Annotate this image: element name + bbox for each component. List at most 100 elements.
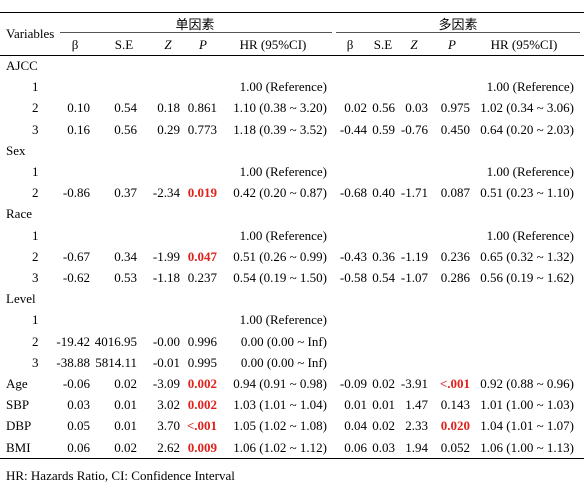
multi-cell-beta: 0.04 [344, 418, 367, 433]
row-label: SBP [6, 397, 30, 412]
uni-cell-p: 0.773 [187, 122, 217, 137]
multi-cell-beta: -0.44 [339, 122, 367, 137]
uni-cell-hr: 0.54 (0.19 ~ 1.50) [233, 270, 327, 285]
multi-cell-beta: 0.02 [344, 100, 367, 115]
column-header-multi-hr: HR (95%CI) [490, 37, 558, 52]
row-label: 1 [32, 228, 39, 243]
multi-cell-p: 0.052 [440, 440, 470, 455]
multi-cell-se: 0.59 [372, 122, 395, 137]
multi-cell-hr: 0.51 (0.23 ~ 1.10) [480, 185, 574, 200]
uni-cell-p: 0.996 [187, 334, 217, 349]
multi-cell-beta: -0.58 [339, 270, 367, 285]
column-header-uni-p: P [199, 37, 207, 52]
group-underline-multivariate [336, 32, 580, 33]
row-label: 3 [32, 355, 39, 370]
multi-cell-beta: 0.01 [344, 397, 367, 412]
uni-cell-z: -2.34 [152, 185, 180, 200]
multi-cell-beta: -0.43 [339, 249, 367, 264]
row-label: Race [6, 206, 32, 221]
group-underline-univariate [60, 32, 332, 33]
uni-cell-p: 0.237 [187, 270, 217, 285]
column-header-uni-beta: β [71, 37, 79, 52]
column-header-multi-z: Z [410, 37, 418, 52]
uni-cell-se: 0.02 [114, 440, 137, 455]
row-label: 3 [32, 122, 39, 137]
uni-cell-hr: 0.51 (0.26 ~ 0.99) [233, 249, 327, 264]
uni-cell-hr: 1.03 (1.01 ~ 1.04) [233, 397, 327, 412]
multi-cell-hr: 1.00 (Reference) [486, 79, 574, 94]
multi-cell-z: 2.33 [405, 418, 428, 433]
uni-cell-z: -3.09 [152, 376, 180, 391]
multi-cell-p: 0.286 [440, 270, 470, 285]
multi-cell-hr: 1.00 (Reference) [486, 228, 574, 243]
group-header-univariate: 单因素 [175, 18, 215, 33]
row-label: DBP [6, 418, 32, 433]
multi-cell-p: 0.236 [440, 249, 470, 264]
multi-cell-z: -1.71 [400, 185, 428, 200]
uni-cell-beta: -0.67 [62, 249, 90, 264]
uni-cell-se: 0.54 [114, 100, 137, 115]
column-header-multi-p: P [448, 37, 456, 52]
uni-cell-p: 0.019 [187, 185, 217, 200]
footnote: HR: Hazards Ratio, CI: Confidence Interv… [6, 468, 235, 483]
uni-cell-beta: 0.03 [67, 397, 90, 412]
uni-cell-p: 0.009 [187, 440, 217, 455]
multi-cell-z: -3.91 [400, 376, 428, 391]
uni-cell-se: 0.01 [114, 418, 137, 433]
uni-cell-se: 4016.95 [94, 334, 137, 349]
uni-cell-p: 0.861 [187, 100, 217, 115]
uni-cell-se: 0.56 [114, 122, 137, 137]
uni-cell-hr: 1.00 (Reference) [239, 164, 327, 179]
multi-cell-z: -0.76 [400, 122, 428, 137]
multi-cell-p: 0.087 [440, 185, 470, 200]
row-label: AJCC [6, 58, 38, 73]
multi-cell-p: 0.020 [440, 418, 470, 433]
multi-cell-p: <.001 [439, 376, 470, 391]
uni-cell-p: 0.047 [187, 249, 217, 264]
uni-cell-z: 3.70 [157, 418, 180, 433]
row-label: 1 [32, 164, 39, 179]
uni-cell-se: 0.53 [114, 270, 137, 285]
multi-cell-hr: 1.01 (1.00 ~ 1.03) [480, 397, 574, 412]
row-label: Age [6, 376, 28, 391]
multi-cell-hr: 1.06 (1.00 ~ 1.13) [480, 440, 574, 455]
uni-cell-p: <.001 [186, 418, 217, 433]
row-label: 2 [32, 249, 39, 264]
multi-cell-z: -1.19 [400, 249, 428, 264]
multi-cell-se: 0.02 [372, 376, 395, 391]
multi-cell-se: 0.36 [372, 249, 395, 264]
column-header-uni-se: S.E [114, 37, 134, 52]
multi-cell-z: 1.94 [405, 440, 428, 455]
multi-cell-z: 1.47 [405, 397, 428, 412]
uni-cell-z: -1.99 [152, 249, 180, 264]
uni-cell-hr: 1.00 (Reference) [239, 312, 327, 327]
column-header-uni-hr: HR (95%CI) [239, 37, 307, 52]
multi-cell-se: 0.54 [372, 270, 395, 285]
uni-cell-hr: 1.10 (0.38 ~ 3.20) [233, 100, 327, 115]
column-header-uni-z: Z [164, 37, 172, 52]
row-label: 3 [32, 270, 39, 285]
top-rule [0, 12, 584, 13]
multi-cell-hr: 0.92 (0.88 ~ 0.96) [480, 376, 574, 391]
uni-cell-beta: -0.62 [62, 270, 90, 285]
uni-cell-z: 2.62 [157, 440, 180, 455]
row-label: 1 [32, 312, 39, 327]
row-label: Level [6, 291, 36, 306]
bottom-rule [0, 458, 584, 459]
row-label: Sex [6, 143, 26, 158]
column-header-variables: Variables [6, 26, 55, 41]
uni-cell-hr: 0.94 (0.91 ~ 0.98) [233, 376, 327, 391]
uni-cell-z: -0.00 [152, 334, 180, 349]
uni-cell-p: 0.002 [187, 397, 217, 412]
multi-cell-se: 0.01 [372, 397, 395, 412]
uni-cell-beta: -38.88 [56, 355, 90, 370]
multi-cell-hr: 1.00 (Reference) [486, 164, 574, 179]
uni-cell-z: 3.02 [157, 397, 180, 412]
row-label: 2 [32, 185, 39, 200]
group-header-multivariate: 多因素 [438, 18, 478, 33]
uni-cell-se: 5814.11 [95, 355, 137, 370]
uni-cell-hr: 0.00 (0.00 ~ Inf) [240, 355, 327, 370]
header-rule [0, 55, 584, 56]
row-label: 2 [32, 100, 39, 115]
uni-cell-hr: 1.00 (Reference) [239, 228, 327, 243]
